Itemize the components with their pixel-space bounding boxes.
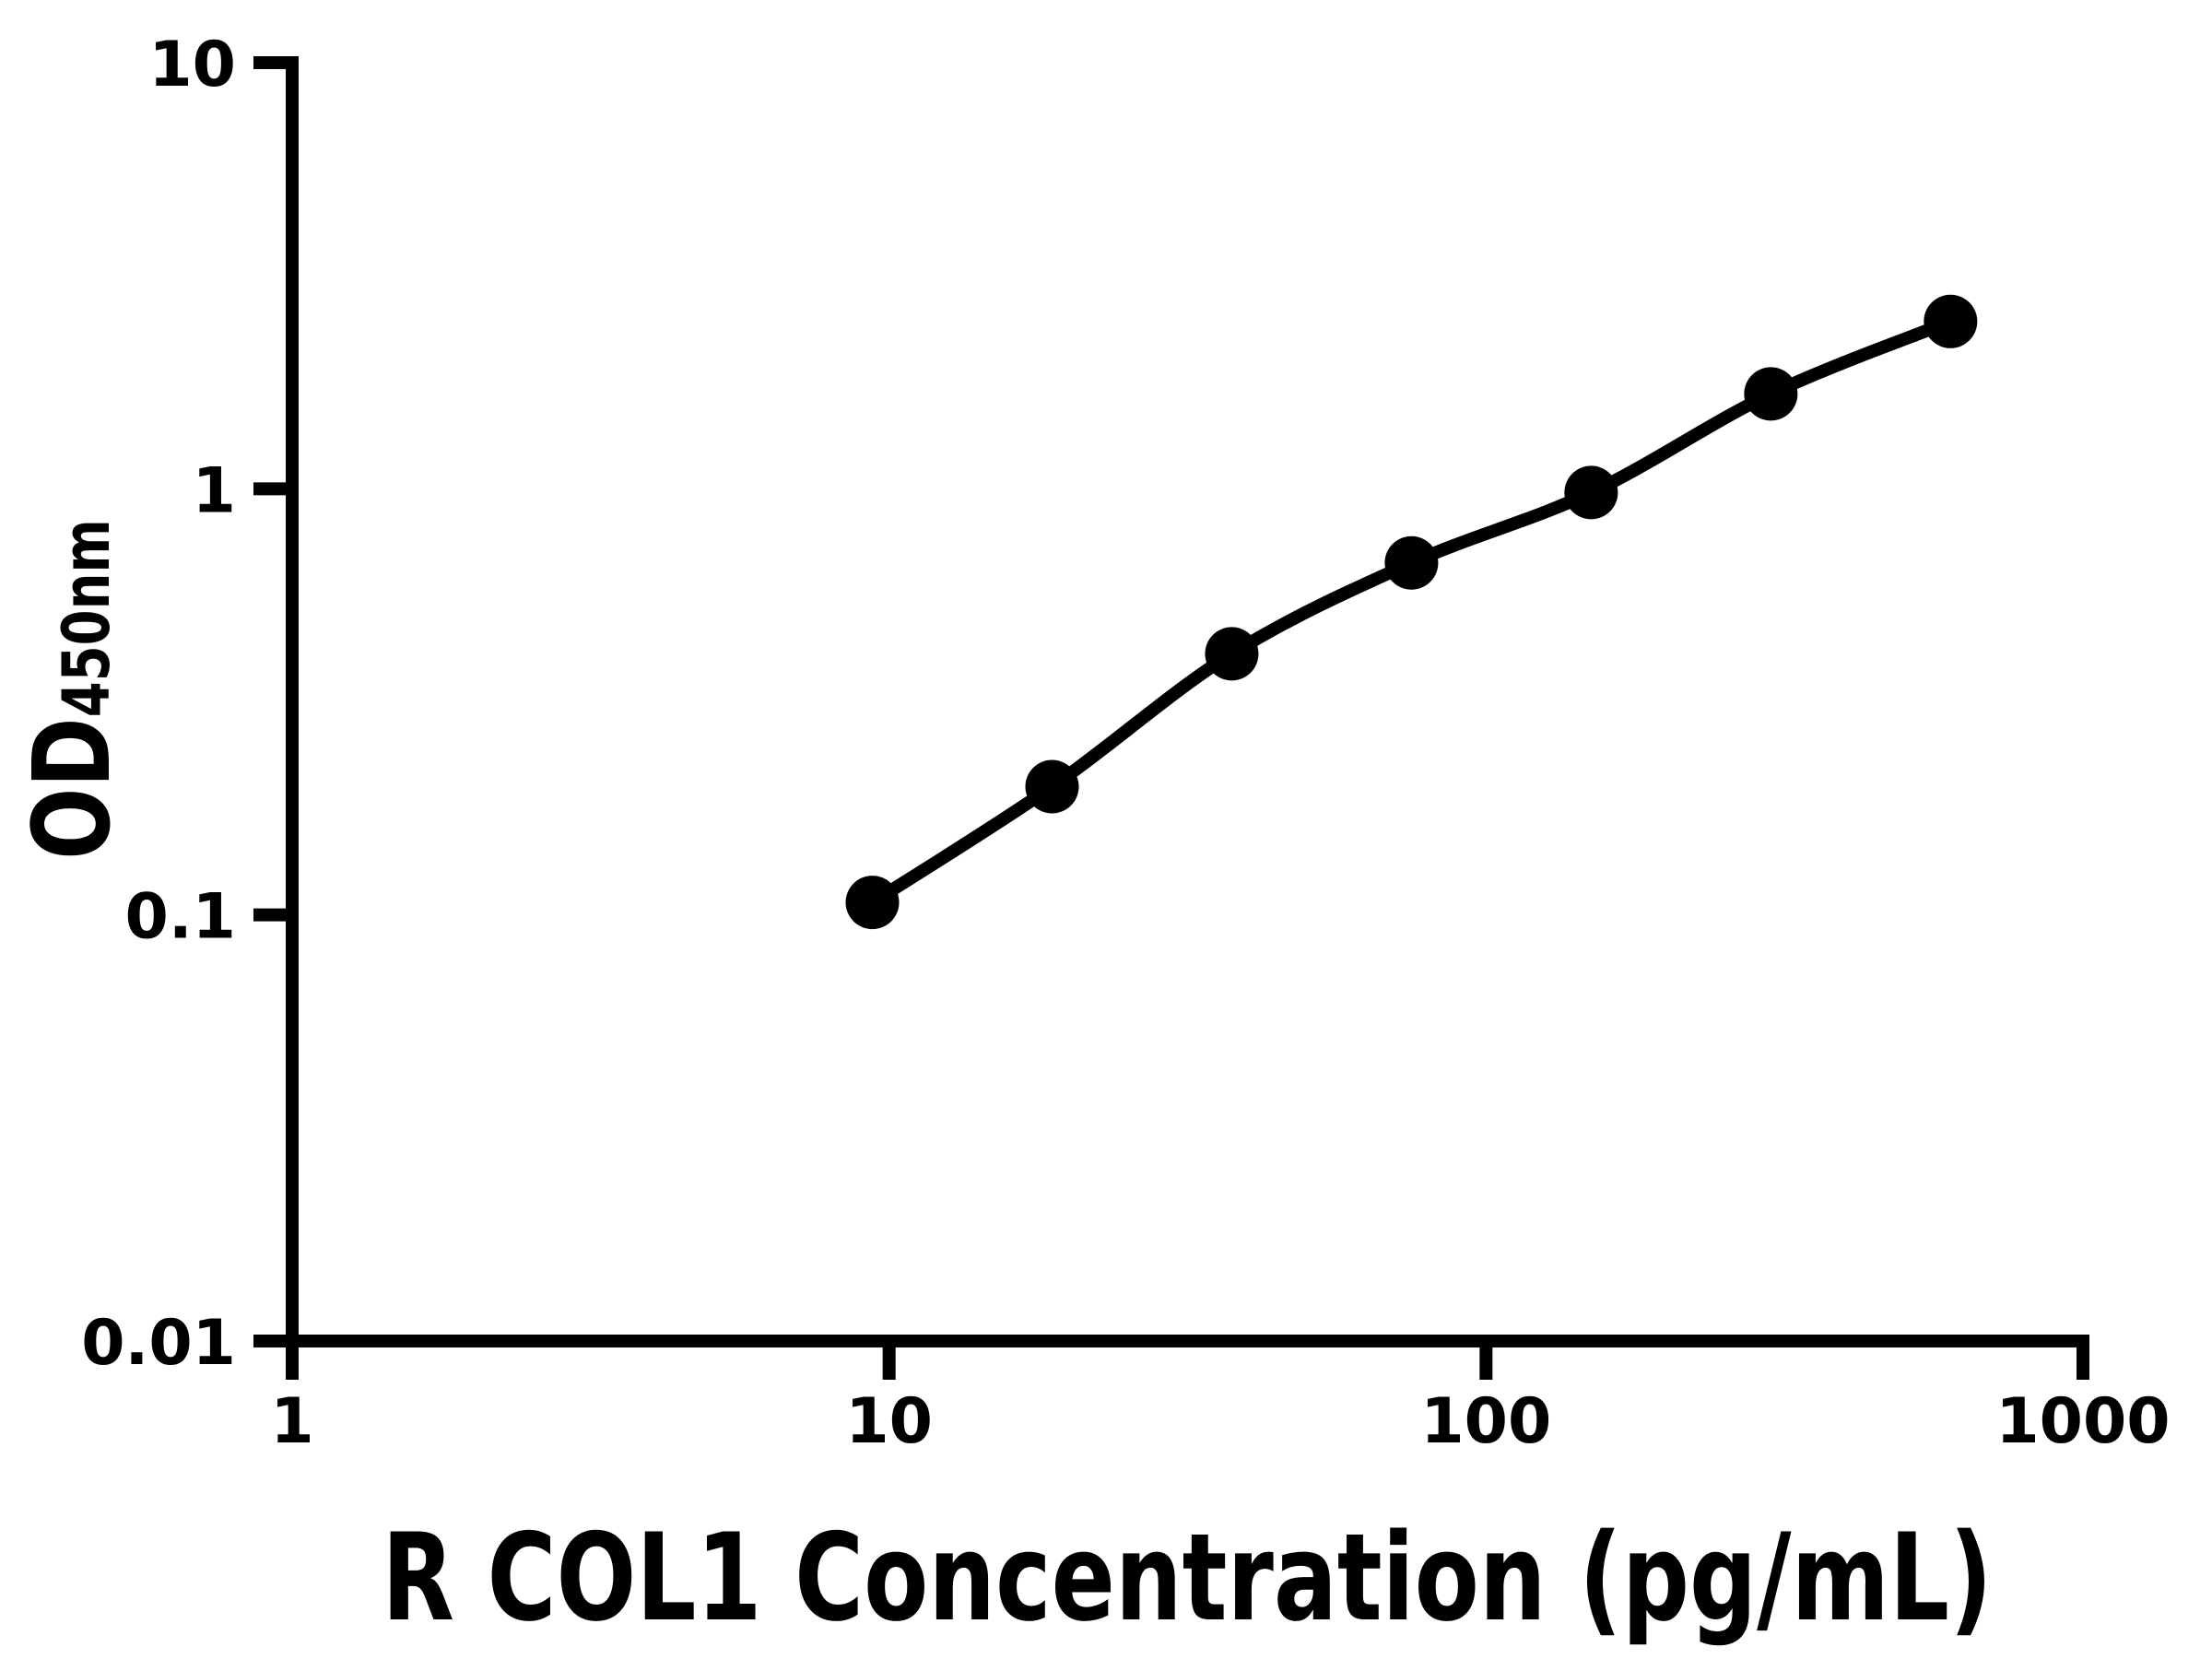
data-point (1744, 367, 1798, 421)
y-axis-title: OD450nm (10, 519, 135, 860)
axis-ticks (253, 56, 2089, 1380)
axis-frame (253, 56, 2089, 1380)
y-axis-title-subscript: 450nm (49, 519, 124, 717)
data-point (1025, 759, 1079, 814)
y-axis-title-main: OD (10, 717, 135, 860)
x-axis-title: R COL1 Concentration (pg/mL) (382, 1507, 1992, 1648)
x-tick-label: 100 (1420, 1385, 1551, 1458)
data-point (1924, 294, 1978, 348)
x-tick-label: 1 (270, 1385, 313, 1458)
x-tick-label: 1000 (1995, 1385, 2170, 1458)
axis-frame-path (253, 56, 2089, 1380)
data-point (1205, 627, 1259, 681)
series-layer (845, 294, 1978, 930)
data-point (845, 876, 900, 930)
axis-tick-labels: 10 1 0.1 0.01 1 10 100 1000 (81, 29, 2170, 1458)
data-point (1384, 535, 1439, 590)
data-point (1564, 465, 1618, 520)
x-tick-label: 10 (845, 1385, 933, 1458)
y-tick-label: 1 (193, 454, 236, 527)
y-tick-label: 0.1 (125, 881, 236, 954)
y-tick-label: 10 (148, 29, 236, 101)
y-tick-label: 0.01 (81, 1307, 236, 1380)
